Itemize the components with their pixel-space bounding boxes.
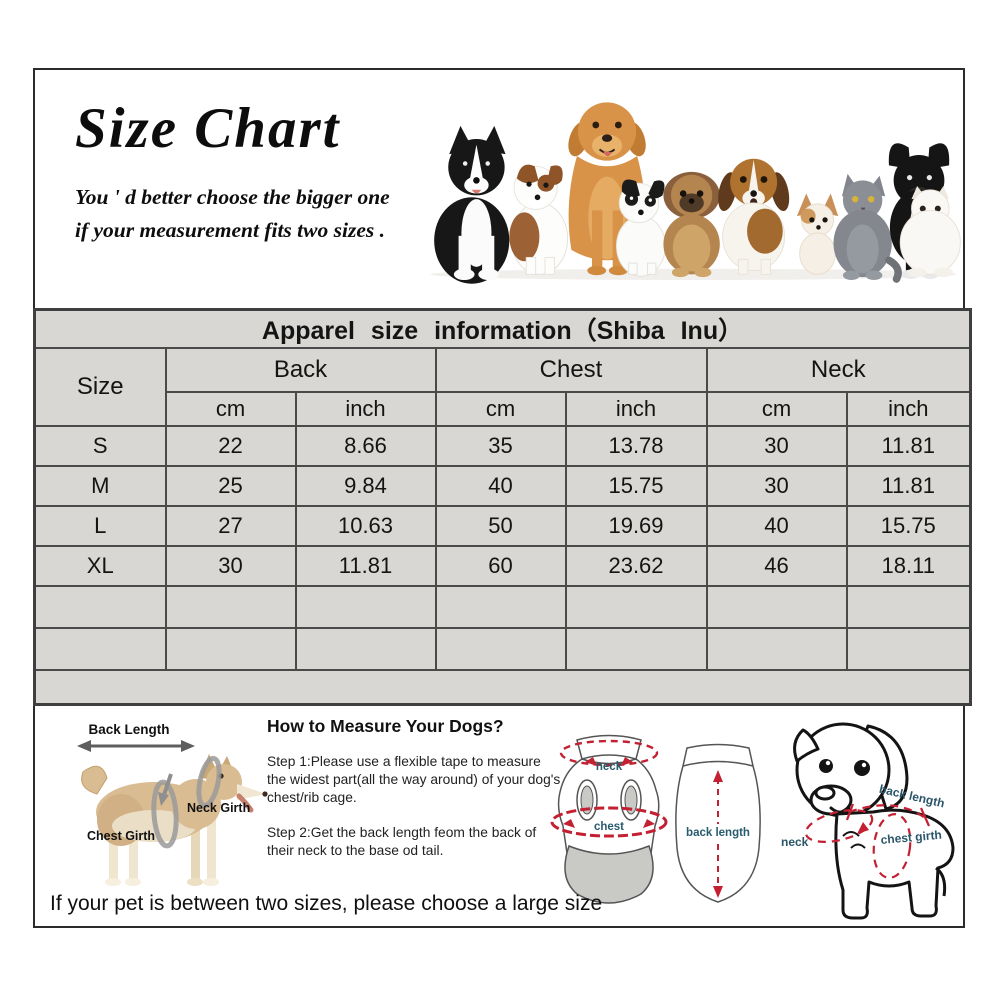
chihuahua	[796, 193, 839, 275]
cell-size: XL	[33, 545, 167, 587]
garment-neck-label: neck	[596, 761, 623, 773]
cell-value: 22	[164, 425, 297, 467]
cell-value: 19.69	[564, 505, 708, 547]
table-row-empty	[33, 585, 972, 629]
table-row-xl: XL 30 11.81 60 23.62 46 18.11	[33, 545, 972, 587]
persian-cat	[899, 186, 961, 278]
measure-step-2: Step 2:Get the back length feom the back…	[267, 824, 537, 858]
garment-back-diagram: back length	[675, 743, 761, 903]
table-row-s: S 22 8.66 35 13.78 30 11.81	[33, 425, 972, 467]
table-row-empty	[33, 627, 972, 671]
beagle	[718, 158, 790, 275]
garment-back-length-label: back length	[686, 827, 750, 839]
border-collie	[434, 125, 510, 284]
back-length-arrow	[77, 740, 195, 752]
pets-group-photo	[430, 102, 961, 284]
cell-value: 46	[705, 545, 848, 587]
cell-value: 50	[434, 505, 567, 547]
intro-note: You ' d better choose the bigger one if …	[75, 181, 495, 248]
cell-value: 9.84	[294, 465, 437, 507]
intro-note-line2: if your measurement fits two sizes .	[75, 218, 385, 243]
cell-value: 40	[434, 465, 567, 507]
back-length-label: Back Length	[88, 722, 169, 737]
side-dog-diagram: Back Length	[77, 722, 268, 886]
measure-instructions: How to Measure Your Dogs? Step 1:Please …	[267, 716, 563, 860]
garment-front-lining	[564, 845, 654, 904]
unit-neck-cm: cm	[705, 391, 848, 427]
cell-value: 13.78	[564, 425, 708, 467]
col-header-size: Size	[33, 347, 167, 427]
cell-value: 11.81	[294, 545, 437, 587]
cell-value: 18.11	[845, 545, 972, 587]
cell-value: 23.62	[564, 545, 708, 587]
col-group-chest: Chest	[434, 347, 708, 393]
neck-girth-label: Neck Girth	[187, 801, 250, 815]
side-dog-figure	[81, 754, 268, 886]
chest-girth-label: Chest Girth	[87, 829, 155, 843]
intro-note-line1: You ' d better choose the bigger one	[75, 185, 390, 209]
cell-size: M	[33, 465, 167, 507]
table-row-l: L 27 10.63 50 19.69 40 15.75	[33, 505, 972, 547]
neck-measure-ring	[559, 739, 659, 767]
black-white-puppy	[615, 179, 666, 277]
unit-back-cm: cm	[164, 391, 297, 427]
intro-block: Size Chart You ' d better choose the big…	[75, 96, 495, 248]
puppy-chest-girth-label: chest girth	[880, 828, 942, 847]
cell-value: 40	[705, 505, 848, 547]
pekingese	[663, 171, 720, 278]
garment-chest-label: chest	[594, 821, 624, 833]
unit-chest-inch: inch	[564, 391, 708, 427]
unit-neck-inch: inch	[845, 391, 972, 427]
cell-value: 30	[705, 465, 848, 507]
col-group-back: Back	[164, 347, 437, 393]
puppy-measure-lines	[804, 803, 931, 879]
col-group-neck: Neck	[705, 347, 972, 393]
cell-value: 11.81	[845, 465, 972, 507]
footer-note: If your pet is between two sizes, please…	[50, 892, 603, 915]
puppy-figure	[793, 722, 955, 920]
puppy-sketch-diagram: back length neck chest girth	[781, 722, 955, 920]
neck-girth-band	[196, 755, 222, 809]
cell-value: 15.75	[845, 505, 972, 547]
puppy-measure-arrow	[857, 822, 869, 834]
measure-heading: How to Measure Your Dogs?	[267, 716, 504, 736]
measure-section: Back Length	[35, 706, 967, 928]
unit-back-inch: inch	[294, 391, 437, 427]
table-row-merged-empty	[33, 669, 972, 705]
cell-value: 10.63	[294, 505, 437, 547]
garment-front-diagram: neck chest	[550, 734, 668, 904]
cell-value: 60	[434, 545, 567, 587]
cell-value: 11.81	[845, 425, 972, 467]
page-title: Size Chart	[75, 97, 341, 160]
table-title: Apparel size information（Shiba Inu）	[33, 308, 972, 349]
table-row-m: M 25 9.84 40 15.75 30 11.81	[33, 465, 972, 507]
cell-value: 25	[164, 465, 297, 507]
cell-value: 8.66	[294, 425, 437, 467]
jack-russell	[509, 164, 569, 275]
cell-value: 30	[164, 545, 297, 587]
puppy-face	[809, 759, 870, 816]
cell-value: 30	[705, 425, 848, 467]
unit-chest-cm: cm	[434, 391, 567, 427]
chest-measure-ring	[550, 806, 668, 838]
cell-size: S	[33, 425, 167, 467]
puppy-neck-label: neck	[781, 835, 809, 849]
size-chart-panel: Size Chart You ' d better choose the big…	[33, 68, 973, 928]
size-table: Apparel size information（Shiba Inu） Size…	[33, 308, 973, 706]
cell-value: 35	[434, 425, 567, 467]
cell-value: 15.75	[564, 465, 708, 507]
gray-cat	[833, 173, 902, 283]
measure-step-1: Step 1:Please use a flexible tape to mea…	[267, 754, 561, 806]
cell-size: L	[33, 505, 167, 547]
chest-girth-band	[151, 773, 179, 849]
cell-value: 27	[164, 505, 297, 547]
